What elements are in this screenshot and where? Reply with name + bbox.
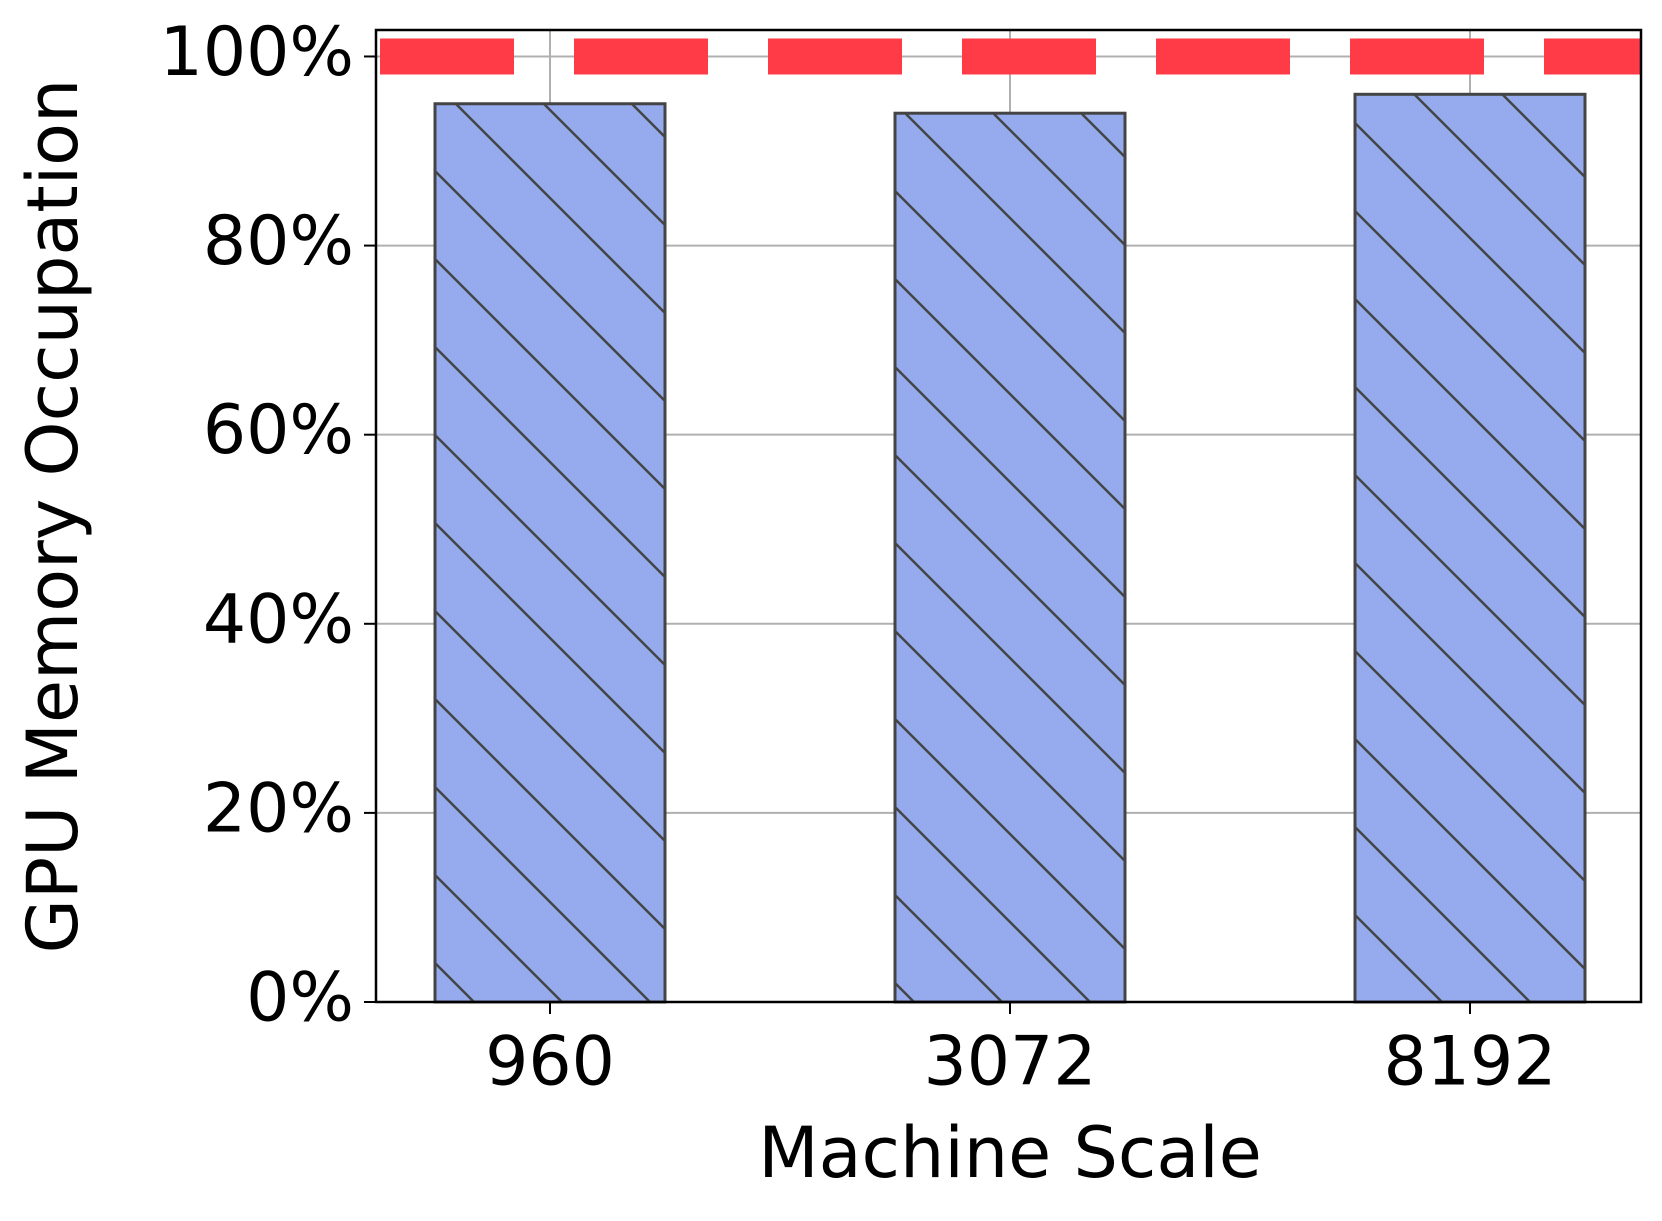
y-tick-label: 40% xyxy=(203,580,354,659)
y-tick-label: 20% xyxy=(203,769,354,848)
y-tick-label: 60% xyxy=(203,391,354,470)
x-tick-label: 960 xyxy=(485,1023,615,1102)
x-tick-label: 3072 xyxy=(923,1023,1096,1102)
y-tick-label: 0% xyxy=(246,959,354,1038)
bar xyxy=(433,102,667,1004)
bar xyxy=(1353,92,1587,1004)
y-axis-label: GPU Memory Occupation xyxy=(12,79,94,954)
y-tick-label: 80% xyxy=(203,202,354,281)
bar xyxy=(893,111,1127,1004)
plot-frame xyxy=(374,28,1643,1004)
y-tick-label: 100% xyxy=(160,13,354,92)
x-tick-label: 8192 xyxy=(1383,1023,1556,1102)
x-axis-label: Machine Scale xyxy=(758,1112,1262,1194)
